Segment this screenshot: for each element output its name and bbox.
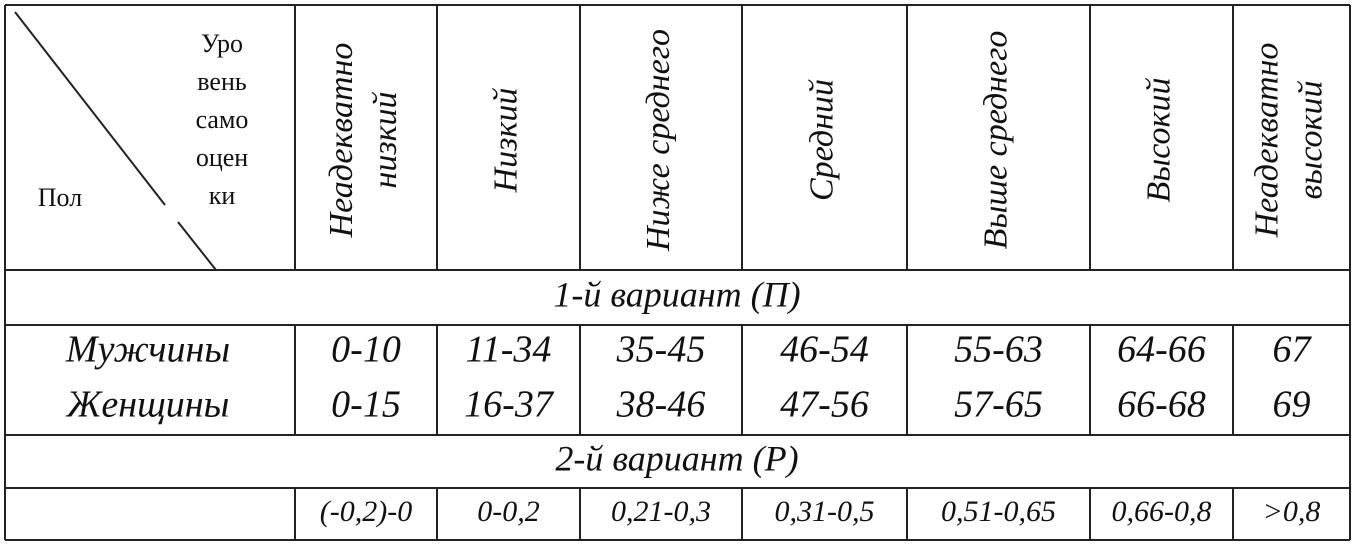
- cell: 0-0,2: [477, 495, 540, 528]
- cell: 16-37: [464, 384, 555, 426]
- column-header: Ниже среднего: [640, 29, 677, 252]
- cell: 0,66-0,8: [1112, 495, 1212, 528]
- column-header: высокий: [1292, 81, 1329, 200]
- corner-sex: Пол: [38, 183, 82, 212]
- cell: 46-54: [780, 329, 869, 371]
- cell: 0,51-0,65: [941, 495, 1056, 528]
- cell: 69: [1273, 384, 1311, 426]
- cell: 35-45: [616, 329, 706, 371]
- diagonal: [177, 221, 217, 271]
- cell: 0,31-0,5: [775, 495, 875, 528]
- cell: 55-63: [954, 329, 1043, 371]
- cell: 64-66: [1117, 329, 1206, 371]
- column-header: Высокий: [1140, 78, 1177, 203]
- cell: 38-46: [616, 384, 706, 426]
- corner-level: оцен: [196, 143, 248, 172]
- row-label: Женщины: [66, 384, 230, 426]
- column-header: Средний: [803, 79, 840, 201]
- column-header: Неадекватно: [1248, 43, 1285, 239]
- cell: 11-34: [466, 329, 552, 371]
- cell: 47-56: [780, 384, 869, 426]
- cell: 0-15: [331, 384, 401, 426]
- variant-title: 2-й вариант (Р): [555, 438, 798, 478]
- cell: >0,8: [1263, 495, 1321, 528]
- corner-level: вень: [197, 67, 247, 96]
- cell: 0,21-0,3: [611, 495, 711, 528]
- cell: 57-65: [954, 384, 1043, 426]
- cell: (-0,2)-0: [320, 495, 412, 528]
- column-header: Выше среднего: [977, 31, 1014, 250]
- corner-level: Уро: [201, 29, 243, 58]
- corner-level: ки: [209, 181, 236, 210]
- diagonal: [14, 11, 166, 206]
- column-header: Неадекватно: [323, 43, 360, 239]
- column-header: низкий: [367, 91, 404, 188]
- cell: 67: [1273, 329, 1313, 371]
- variant-title: 1-й вариант (П): [553, 274, 800, 314]
- cell: 66-68: [1117, 384, 1206, 426]
- corner-level: само: [196, 105, 249, 134]
- cell: 0-10: [331, 329, 401, 371]
- column-header: Низкий: [487, 88, 524, 194]
- row-label: Мужчины: [65, 329, 230, 371]
